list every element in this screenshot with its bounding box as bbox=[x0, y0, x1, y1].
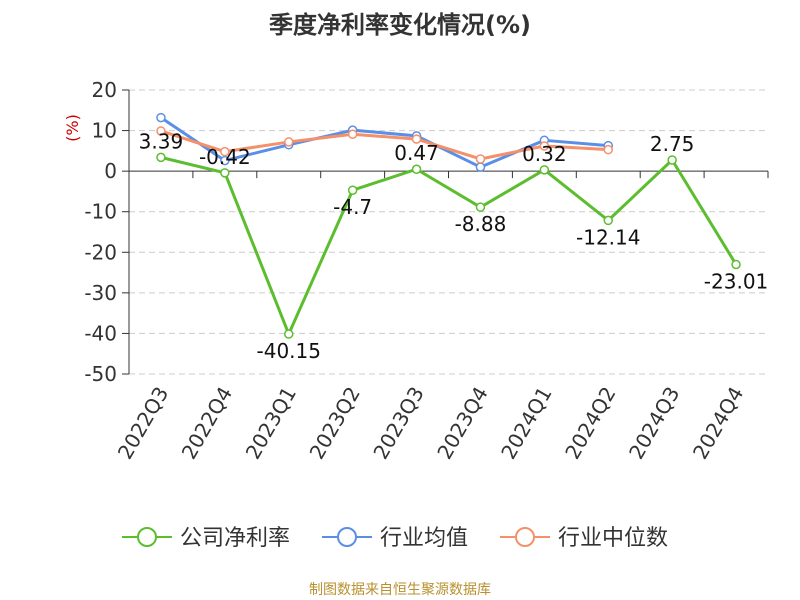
x-tick-label: 2023Q2 bbox=[305, 383, 365, 464]
x-tick-label: 2024Q2 bbox=[560, 383, 620, 464]
series-point-2 bbox=[220, 146, 230, 157]
x-tick-label: 2022Q4 bbox=[177, 383, 237, 464]
x-tick-labels: 2022Q3 2022Q4 2023Q1 2023Q2 2023Q3 2023Q4 2024… bbox=[113, 383, 749, 464]
data-label: -4.7 bbox=[333, 195, 372, 219]
x-tick-label: 2023Q4 bbox=[432, 383, 492, 464]
y-tick-label: 20 bbox=[92, 78, 117, 102]
series-point-0 bbox=[603, 215, 613, 226]
chart-title: 季度净利率变化情况(%) bbox=[269, 11, 531, 39]
series-point-0 bbox=[220, 168, 230, 178]
y-tick-labels: 20 10 0 -10 -20 -30 -40 -50 bbox=[84, 78, 117, 386]
series-point-1 bbox=[156, 112, 166, 123]
x-tick-label: 2024Q1 bbox=[496, 383, 556, 464]
series-point-0 bbox=[411, 164, 422, 174]
series-point-0 bbox=[475, 202, 486, 212]
series-group bbox=[156, 112, 741, 339]
series-point-1 bbox=[475, 162, 486, 172]
legend-item[interactable]: 行业均值 bbox=[322, 526, 468, 551]
data-label: -8.88 bbox=[455, 212, 507, 236]
y-tick-label: -40 bbox=[84, 321, 117, 345]
y-tick-label: -10 bbox=[84, 200, 117, 224]
source-note: 制图数据来自恒生聚源数据库 bbox=[309, 582, 491, 598]
legend-item[interactable]: 公司净利率 bbox=[122, 526, 290, 551]
series-point-2 bbox=[284, 137, 294, 147]
series-point-0 bbox=[731, 259, 741, 270]
x-tick-label: 2023Q3 bbox=[368, 383, 428, 464]
series-line-0 bbox=[160, 155, 738, 336]
series-point-2 bbox=[156, 126, 166, 136]
series-point-0 bbox=[667, 155, 677, 165]
y-tick-label: 0 bbox=[104, 159, 117, 183]
y-tick-label: -20 bbox=[84, 240, 117, 264]
series-point-2 bbox=[347, 129, 358, 139]
series-line-2 bbox=[160, 129, 609, 161]
y-tick-label: -30 bbox=[84, 281, 117, 305]
series-line-1 bbox=[160, 116, 609, 169]
data-label: 3.39 bbox=[139, 129, 184, 153]
x-tick-label: 2022Q3 bbox=[113, 383, 173, 464]
data-label: 2.75 bbox=[650, 132, 695, 156]
series-point-2 bbox=[603, 144, 613, 155]
series-point-1 bbox=[220, 155, 230, 166]
series-point-0 bbox=[347, 185, 358, 195]
x-tick-label: 2024Q3 bbox=[624, 383, 684, 464]
legend-label: 行业中位数 bbox=[558, 526, 668, 551]
series-point-2 bbox=[411, 134, 422, 144]
series-point-0 bbox=[156, 152, 166, 163]
legend-swatch-marker bbox=[337, 527, 357, 547]
series-point-0 bbox=[539, 165, 550, 175]
legend-item[interactable]: 行业中位数 bbox=[500, 526, 668, 551]
y-axis-label: (%) bbox=[63, 114, 82, 142]
x-tick-label: 2024Q4 bbox=[688, 383, 748, 464]
data-label: -12.14 bbox=[576, 225, 640, 249]
series-point-2 bbox=[539, 141, 550, 151]
x-tick-label: 2023Q1 bbox=[241, 383, 301, 464]
grid-lines bbox=[129, 89, 768, 375]
y-tick-label: -50 bbox=[84, 362, 117, 386]
data-label: 0.32 bbox=[522, 142, 567, 166]
legend-label: 行业均值 bbox=[380, 526, 468, 551]
data-label: -23.01 bbox=[704, 269, 768, 293]
series-point-2 bbox=[475, 154, 486, 164]
legend-label: 公司净利率 bbox=[180, 526, 290, 551]
data-labels: 3.39 -0.42 -40.15 -4.7 0.47 -8.88 0.32 -12.14 2.… bbox=[139, 129, 769, 363]
data-label: -40.15 bbox=[257, 339, 321, 363]
series-point-0 bbox=[284, 329, 294, 339]
y-tick-label: 10 bbox=[92, 119, 117, 143]
data-label: 0.47 bbox=[394, 141, 439, 165]
legend[interactable]: 公司净利率 行业均值 行业中位数 bbox=[122, 526, 668, 551]
data-label: -0.42 bbox=[199, 145, 251, 169]
legend-swatch-marker bbox=[137, 527, 157, 547]
legend-swatch-marker bbox=[515, 527, 535, 547]
